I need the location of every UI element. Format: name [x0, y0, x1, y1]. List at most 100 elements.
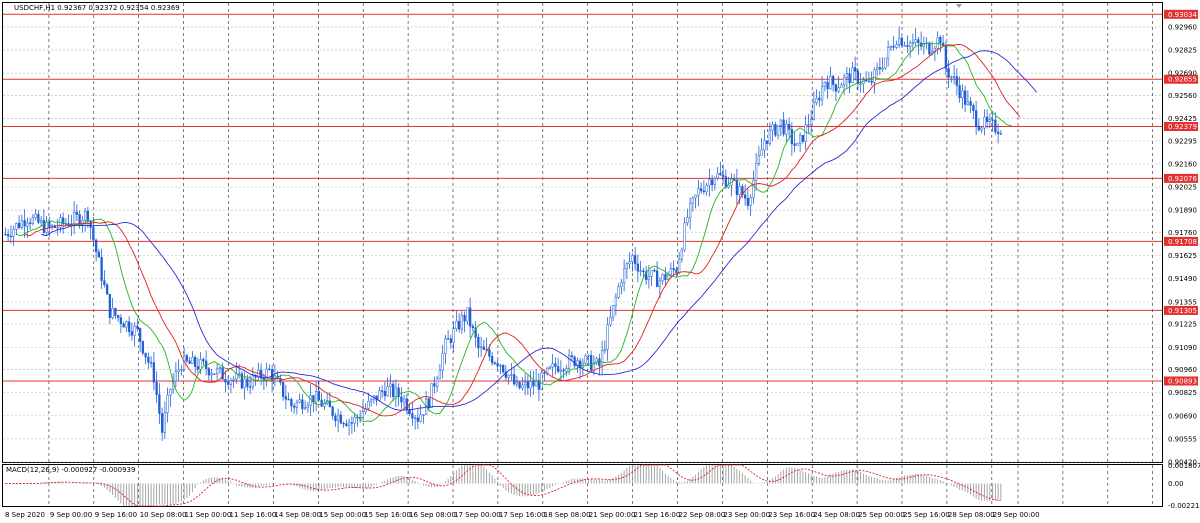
- candle-body: [790, 129, 794, 145]
- candle-body: [507, 375, 510, 378]
- price-tick-label: 0.90555: [1168, 435, 1197, 443]
- candle-body: [614, 296, 618, 306]
- candle-body: [455, 320, 458, 329]
- candle-body: [958, 85, 961, 99]
- candle-body: [89, 221, 92, 228]
- candle-body: [818, 97, 821, 101]
- candle-body: [361, 411, 365, 419]
- candle-body: [191, 357, 194, 364]
- candle-body: [262, 378, 266, 381]
- candle-body: [636, 263, 640, 272]
- candle-body: [562, 369, 565, 372]
- candle-body: [331, 406, 334, 417]
- candle-body: [56, 226, 59, 229]
- candle-body: [427, 398, 431, 409]
- level-tag-label: 0.92379: [1168, 123, 1197, 131]
- candle-body: [127, 321, 131, 332]
- level-tag: [1164, 173, 1198, 183]
- candle-body: [149, 362, 153, 364]
- level-tag-label: 0.91305: [1168, 307, 1197, 315]
- candle-body: [158, 394, 161, 414]
- candle-body: [347, 422, 351, 426]
- candle-body: [218, 367, 222, 370]
- candle-body: [955, 76, 959, 86]
- support-resistance-lines[interactable]: 0.93034 0.92655 0.92379 0.92076 0.91708 0.913…: [3, 9, 1198, 386]
- candle-body: [974, 110, 978, 127]
- candle-body: [72, 211, 76, 225]
- candle-body: [647, 276, 651, 281]
- price-tick-label: 0.91760: [1168, 229, 1197, 237]
- time-tick-label: 21 Sep 00:00: [589, 511, 636, 519]
- candle-body: [501, 364, 505, 373]
- candle-body: [785, 123, 788, 135]
- candle-body: [735, 179, 739, 195]
- candle-body: [320, 399, 323, 407]
- candle-body: [306, 405, 310, 409]
- shift-marker-icon[interactable]: [956, 4, 962, 8]
- candle-body: [281, 382, 285, 397]
- candle-body: [100, 256, 103, 281]
- candle-body: [202, 359, 205, 362]
- price-tick-label: 0.92825: [1168, 47, 1197, 55]
- candle-body: [859, 83, 862, 85]
- ma-mid-line: [24, 43, 1021, 417]
- candle-body: [540, 372, 543, 390]
- candle-body: [185, 355, 189, 362]
- candle-body: [609, 316, 612, 326]
- price-tick-label: 0.91625: [1168, 252, 1197, 260]
- candle-body: [301, 399, 304, 410]
- candle-body: [103, 280, 106, 286]
- candle-body: [815, 97, 818, 103]
- candle-body: [628, 261, 631, 265]
- candle-body: [576, 360, 579, 367]
- candle-body: [114, 307, 117, 316]
- candle-body: [702, 190, 706, 193]
- candle-body: [749, 197, 752, 206]
- candle-body: [796, 142, 799, 146]
- candle-body: [598, 358, 601, 367]
- candle-body: [963, 90, 967, 105]
- candle-body: [518, 381, 521, 389]
- time-tick-label: 9 Sep 16:00: [95, 511, 137, 519]
- candle-body: [400, 396, 403, 403]
- candle-body: [644, 271, 648, 281]
- time-tick-label: 29 Sep 00:00: [993, 511, 1040, 519]
- candle-body: [457, 320, 461, 330]
- candle-body: [985, 116, 989, 122]
- candle-body: [697, 188, 700, 196]
- candle-body: [969, 101, 972, 106]
- candle-body: [474, 327, 477, 338]
- candle-body: [713, 177, 717, 185]
- price-tick-label: 0.92560: [1168, 92, 1197, 100]
- candle-body: [180, 369, 183, 371]
- macd-signal-line: [5, 464, 1001, 507]
- candle-body: [210, 373, 213, 376]
- candle-body: [515, 381, 519, 385]
- candle-body: [752, 180, 755, 198]
- price-tick-label: 0.91225: [1168, 321, 1197, 329]
- time-tick-label: 21 Sep 16:00: [634, 511, 681, 519]
- candle-body: [477, 337, 480, 349]
- candle-body: [757, 155, 761, 164]
- candle-body: [471, 325, 475, 329]
- candle-body: [881, 67, 884, 70]
- candle-body: [433, 383, 436, 387]
- time-tick-label: 15 Sep 00:00: [319, 511, 366, 519]
- price-tick-label: 0.91355: [1168, 298, 1197, 306]
- candle-body: [15, 222, 18, 230]
- candle-body: [9, 235, 13, 238]
- candle-body: [966, 101, 970, 105]
- symbol-header: USDCHF,H1 0.92367 0.92372 0.92354 0.9236…: [14, 4, 180, 12]
- time-tick-label: 24 Sep 08:00: [813, 511, 860, 519]
- candle-body: [345, 423, 348, 426]
- candle-body: [886, 47, 890, 59]
- candle-body: [688, 202, 692, 218]
- candle-body: [532, 381, 535, 387]
- candle-body: [430, 383, 433, 409]
- candle-body: [719, 173, 722, 176]
- time-tick-label: 8 Sep 2020: [5, 511, 45, 519]
- candle-body: [658, 280, 662, 288]
- candle-body: [504, 371, 508, 378]
- candle-body: [193, 357, 197, 367]
